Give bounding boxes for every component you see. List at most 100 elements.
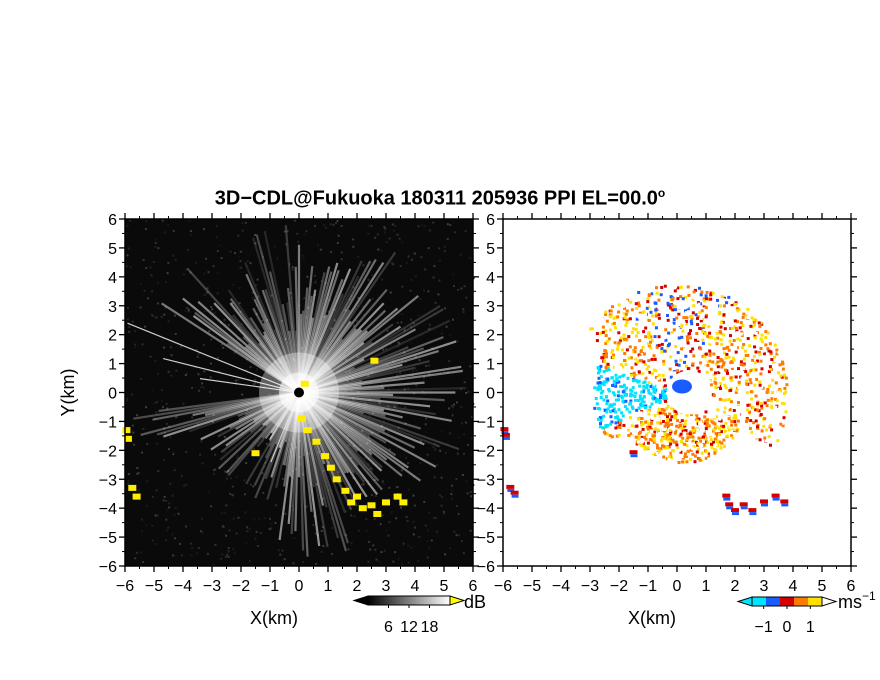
noise-speck	[163, 495, 166, 498]
echo-beam	[298, 391, 383, 491]
noise-speck	[339, 404, 342, 407]
velocity-pixel	[624, 323, 628, 327]
velocity-pixel	[626, 318, 630, 321]
velocity-pixel	[719, 359, 723, 363]
noise-speck	[291, 268, 294, 271]
velocity-pixel	[667, 423, 670, 427]
velocity-pixel	[683, 424, 687, 428]
colorbar-tick-label: −1	[755, 619, 773, 636]
velocity-pixel	[677, 336, 681, 340]
velocity-pixel	[705, 450, 709, 454]
noise-speck	[165, 499, 168, 502]
velocity-pixel	[745, 379, 749, 383]
velocity-pixel	[773, 355, 776, 359]
velocity-pixel	[649, 310, 653, 314]
noise-speck	[313, 515, 316, 517]
velocity-pixel	[655, 443, 659, 447]
noise-speck	[139, 283, 142, 286]
noise-speck	[225, 504, 228, 507]
velocity-pixel	[691, 442, 695, 446]
velocity-pixel	[699, 439, 702, 443]
velocity-pixel	[647, 422, 651, 426]
noise-speck	[403, 328, 406, 331]
noise-speck	[396, 321, 399, 324]
noise-speck	[206, 552, 209, 555]
velocity-pixel	[683, 449, 686, 453]
noise-speck	[394, 224, 397, 227]
echo-beam	[213, 302, 300, 394]
velocity-pixel	[611, 427, 614, 431]
noise-speck	[279, 360, 282, 363]
velocity-pixel	[611, 365, 615, 369]
velocity-pixel	[689, 413, 693, 417]
noise-speck	[467, 390, 470, 393]
noise-speck	[145, 220, 148, 223]
noise-speck	[353, 515, 356, 518]
velocity-pixel	[668, 435, 671, 439]
velocity-pixel	[611, 384, 615, 387]
velocity-pixel	[619, 363, 623, 367]
noise-speck	[136, 414, 138, 417]
noise-speck	[138, 488, 141, 491]
velocity-pixel	[643, 445, 647, 449]
velocity-pixel	[667, 457, 671, 461]
velocity-pixel	[630, 435, 634, 439]
velocity-pixel	[688, 332, 692, 335]
velocity-pixel	[747, 430, 751, 434]
noise-speck	[371, 274, 374, 277]
noise-speck	[197, 547, 200, 549]
noise-speck	[187, 308, 190, 311]
velocity-pixel	[732, 339, 736, 342]
velocity-pixel	[729, 400, 733, 404]
noise-speck	[293, 359, 296, 361]
velocity-pixel	[612, 407, 616, 411]
velocity-pixel	[604, 312, 608, 316]
noise-speck	[330, 327, 333, 330]
noise-speck	[253, 448, 255, 450]
echo-beam	[298, 391, 441, 448]
noise-speck	[463, 433, 466, 436]
velocity-pixel	[696, 419, 700, 423]
noise-speck	[356, 356, 359, 358]
noise-speck	[445, 325, 448, 328]
velocity-pixel	[614, 421, 618, 425]
velocity-pixel	[620, 411, 624, 415]
noise-speck	[335, 222, 338, 224]
velocity-target	[726, 506, 734, 510]
velocity-pixel	[758, 383, 762, 387]
noise-speck	[338, 461, 341, 464]
velocity-pixel	[598, 381, 602, 384]
noise-speck	[265, 373, 268, 376]
noise-speck	[200, 440, 203, 443]
noise-speck	[131, 320, 134, 323]
noise-speck	[423, 376, 425, 379]
noise-speck	[471, 415, 474, 418]
velocity-pixel	[711, 291, 715, 295]
noise-speck	[409, 289, 412, 292]
velocity-pixel	[639, 411, 643, 415]
velocity-target	[725, 502, 734, 507]
velocity-pixel	[599, 396, 603, 399]
velocity-pixel	[691, 311, 695, 315]
velocity-pixel	[684, 429, 688, 432]
velocity-pixel	[638, 394, 642, 398]
velocity-pixel	[744, 427, 748, 431]
colorbar-tick-label: 1	[806, 619, 815, 636]
noise-speck	[294, 468, 297, 470]
noise-speck	[322, 497, 325, 500]
noise-speck	[139, 493, 142, 495]
velocity-pixel	[629, 394, 632, 398]
noise-speck	[378, 402, 381, 405]
noise-speck	[414, 355, 417, 358]
velocity-pixel	[782, 416, 786, 420]
noise-speck	[263, 517, 266, 520]
echo-beam	[298, 336, 444, 394]
velocity-pixel	[617, 303, 621, 307]
velocity-pixel	[760, 333, 764, 337]
velocity-pixel	[767, 390, 771, 394]
noise-speck	[438, 259, 441, 262]
noise-speck	[351, 342, 354, 344]
colorbar-underflow	[352, 595, 369, 606]
velocity-pixel	[618, 328, 622, 332]
velocity-pixel	[647, 370, 651, 374]
